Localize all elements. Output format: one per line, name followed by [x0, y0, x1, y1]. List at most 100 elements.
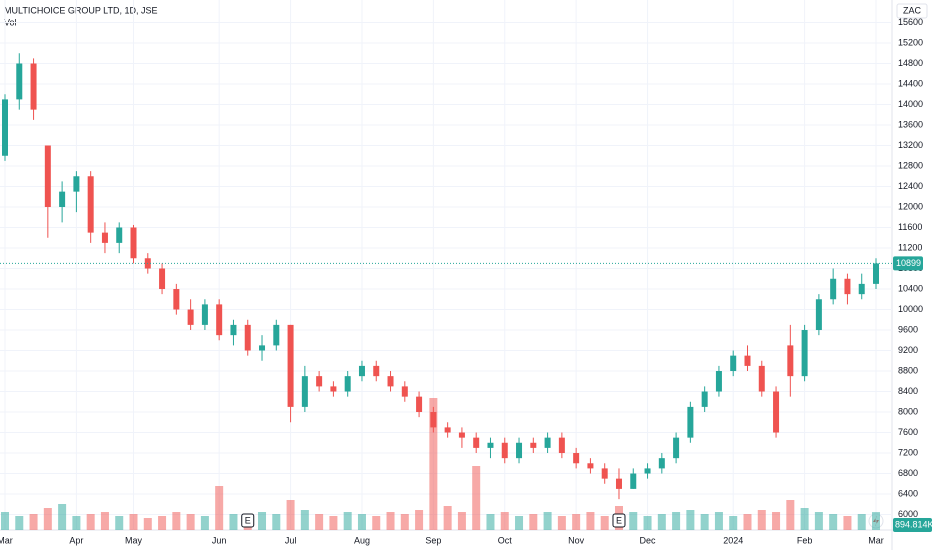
- volume-bar: [400, 514, 409, 530]
- candle-body: [830, 278, 837, 300]
- candle-body: [259, 345, 266, 351]
- volume-bar: [72, 516, 81, 530]
- x-tick-label: Oct: [498, 535, 513, 545]
- candle-body: [516, 442, 523, 459]
- x-tick-label: Sep: [425, 535, 441, 545]
- volume-bar: [543, 512, 552, 530]
- x-tick-label: Apr: [69, 535, 83, 545]
- candle-body: [687, 406, 694, 438]
- volume-bar: [786, 500, 795, 530]
- candle-body: [330, 386, 337, 392]
- y-tick-label: 9200: [898, 345, 918, 355]
- y-tick-label: 6400: [898, 488, 918, 498]
- volume-bar: [29, 514, 38, 530]
- volume-bar: [129, 514, 138, 530]
- candle-body: [630, 473, 637, 489]
- y-tick-label: 10400: [898, 283, 923, 293]
- y-tick-label: 12800: [898, 160, 923, 170]
- candle-body: [473, 437, 480, 448]
- volume-bar: [429, 398, 438, 530]
- candle-body: [87, 176, 94, 233]
- x-tick-label: 2024: [723, 535, 743, 545]
- last-price-label: 10899: [896, 258, 921, 268]
- candle-body: [744, 355, 751, 366]
- last-volume-box: [893, 518, 932, 532]
- volume-bar: [186, 514, 195, 530]
- candle-body: [2, 99, 8, 156]
- earnings-marker: [612, 513, 626, 528]
- volume-bar: [672, 512, 681, 530]
- candle-body: [458, 432, 465, 438]
- candle-body: [344, 376, 351, 392]
- candle-body: [615, 478, 622, 489]
- volume-bar: [872, 512, 880, 530]
- y-tick-label: 6000: [898, 509, 918, 519]
- volume-bar: [200, 516, 209, 530]
- volume-bar: [215, 486, 224, 530]
- volume-bar: [800, 508, 809, 530]
- earnings-label: E: [245, 515, 251, 525]
- candle-body: [730, 355, 737, 372]
- volume-bar: [300, 510, 309, 530]
- volume-bar: [743, 514, 752, 530]
- candle-body: [644, 468, 651, 474]
- candle-body: [801, 330, 808, 377]
- candle-body: [815, 299, 822, 331]
- y-tick-label: 14000: [898, 99, 923, 109]
- volume-bar: [272, 514, 281, 530]
- candle-body: [530, 442, 537, 448]
- candle-body: [273, 324, 280, 346]
- x-tick-label: Dec: [640, 535, 657, 545]
- volume-bar: [372, 516, 381, 530]
- candle-body: [216, 304, 223, 336]
- candle-body: [73, 176, 80, 192]
- candle-body: [187, 309, 194, 325]
- volume-bar: [172, 512, 181, 530]
- y-tick-label: 11600: [898, 222, 922, 232]
- volume-bar: [343, 512, 352, 530]
- x-tick-label: Mar: [868, 535, 884, 545]
- y-tick-label: 8400: [898, 386, 918, 396]
- candle-body: [573, 453, 580, 464]
- volume-bar: [529, 514, 538, 530]
- volume-bar: [857, 514, 866, 530]
- candle-body: [101, 232, 108, 243]
- candle-body: [387, 376, 394, 387]
- y-tick-label: 11200: [898, 242, 922, 252]
- volume-bar: [1, 512, 9, 530]
- candle-body: [230, 324, 237, 336]
- volume-bar: [258, 512, 267, 530]
- volume-bar: [457, 512, 466, 530]
- volume-bar: [58, 504, 67, 530]
- volume-bar: [772, 512, 781, 530]
- candle-body: [673, 437, 680, 459]
- candle-body: [316, 376, 323, 387]
- candle-body: [715, 371, 722, 392]
- candle-body: [30, 63, 37, 110]
- volume-bar: [158, 516, 167, 530]
- volume-bar: [600, 516, 609, 530]
- y-tick-label: 12000: [898, 201, 923, 211]
- candle-body: [173, 289, 180, 310]
- volume-bar: [357, 514, 366, 530]
- x-tick-label: Mar: [0, 535, 13, 545]
- volume-bar: [472, 466, 481, 530]
- candle-body: [430, 412, 437, 428]
- volume-bar: [557, 516, 566, 530]
- candle-body: [444, 427, 451, 433]
- y-tick-label: 9600: [898, 324, 918, 334]
- y-tick-label: 7600: [898, 427, 918, 437]
- candle-body: [59, 191, 66, 208]
- volume-bar: [829, 514, 838, 530]
- volume-bar: [686, 510, 695, 530]
- volume-bar: [486, 514, 495, 530]
- volume-bar: [386, 512, 395, 530]
- x-tick-label: Jul: [285, 535, 297, 545]
- volume-bar: [443, 506, 452, 530]
- volume-bar: [15, 516, 24, 530]
- chart-title: MULTICHOICE GROUP LTD, 1D, JSE: [4, 5, 158, 15]
- x-tick-label: Aug: [354, 535, 370, 545]
- y-tick-label: 7200: [898, 447, 918, 457]
- candle-body: [301, 376, 308, 407]
